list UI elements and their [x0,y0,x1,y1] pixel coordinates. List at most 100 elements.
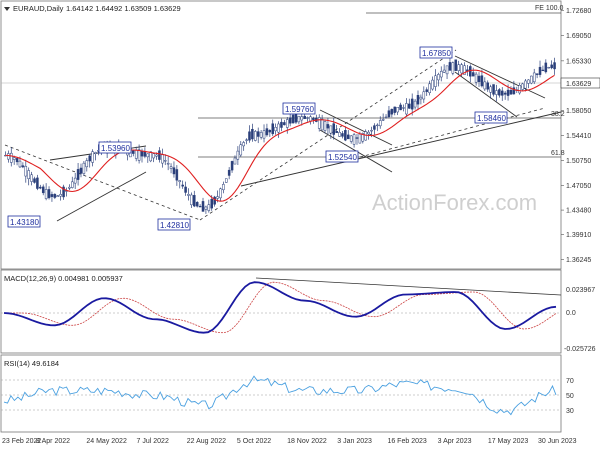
candle-body [434,75,437,87]
chart-title: EURAUD,Daily [13,4,64,13]
candle-body [521,83,524,90]
candle-body [259,132,263,138]
svg-text:1.42810: 1.42810 [160,221,189,230]
candle-body [448,62,452,71]
candle-body [7,153,10,160]
candle-body [9,152,13,163]
candle-body [161,154,164,164]
date-label: 8 Apr 2022 [36,438,70,445]
candle-body [15,158,19,163]
candle-body [352,134,356,145]
candle-body [442,69,446,73]
candle-body [495,90,498,95]
candle-body [547,67,551,69]
candle-body [437,74,440,81]
candle-body [341,133,344,137]
candle-body [256,131,260,137]
candle-body [233,157,237,165]
date-label: 23 Feb 2022 [2,438,41,445]
date-label: 24 May 2022 [86,438,127,445]
candle-body [422,91,426,100]
candle-body [210,198,213,209]
fib-382-label: 38.2 [551,111,565,118]
watermark: ActionForex.com [372,190,537,215]
rsi-tick: 50 [566,393,574,400]
candle-body [36,177,39,189]
candle-body [198,205,202,208]
candle-body [222,184,225,191]
candle-body [39,186,42,189]
candle-body [483,81,487,90]
trendline [240,111,562,187]
candle-body [268,129,272,133]
candle-body [329,125,333,134]
candle-body [143,151,147,157]
candle-body [79,167,83,174]
candle-body [454,59,458,71]
candle-body [338,132,341,137]
candle-body [408,103,411,109]
candle-body [155,154,158,157]
candle-body [503,92,507,95]
candle-body [347,134,350,140]
candle-body [251,128,254,140]
candle-body [134,149,138,159]
date-label: 18 Nov 2022 [287,438,327,445]
candle-body [309,116,312,122]
candle-body [204,206,208,210]
candle-body [297,116,301,123]
candle-body [358,133,362,144]
date-label: 5 Oct 2022 [237,438,271,445]
candle-body [553,62,556,70]
candle-body [530,75,533,84]
candle-body [280,121,283,128]
candle-body [393,106,397,113]
dashed-projection [4,144,201,221]
candle-body [62,186,65,198]
candle-body [181,184,184,187]
candle-body [12,157,16,160]
macd-panel-frame [0,269,562,354]
price-tick: 1.54410 [566,133,591,140]
candle-body [248,131,251,141]
candle-body [428,83,431,94]
rsi-tick: 30 [566,408,574,415]
candle-body [283,122,286,126]
candle-body [535,73,539,75]
pivot-label: 1.58460 [474,111,508,124]
trendline [454,55,546,99]
candle-body [291,114,295,124]
pivot-label: 1.42810 [157,218,191,231]
candle-body [277,123,280,133]
candle-body [265,128,269,136]
candle-body [457,64,460,71]
candle-body [163,160,167,162]
candle-body [68,186,71,189]
candle-body [306,117,309,119]
rsi-panel-frame [0,354,562,433]
candle-body [94,152,97,154]
collapse-arrow-icon[interactable] [4,7,10,11]
candle-body [541,69,545,72]
candle-body [367,131,370,135]
rsi-title: RSI(14) 49.6184 [4,359,59,368]
moving-average-line [5,69,555,202]
last-price-tag [560,77,600,89]
candle-body [239,144,243,156]
price-tick: 1.58050 [566,108,591,115]
candle-body [18,160,22,168]
macd-line [3,281,557,334]
rsi-tick: 70 [566,378,574,385]
candle-body [405,103,408,115]
candle-body [53,193,57,198]
pivot-label: 1.67850 [419,46,453,59]
candle-body [500,90,504,96]
candle-body [477,75,481,82]
macd-tick: 0.0 [566,310,576,317]
candle-body [518,85,521,94]
candle-body [425,89,428,92]
svg-text:1.52540: 1.52540 [328,153,357,162]
candle-body [166,162,170,165]
candle-body [169,166,173,169]
